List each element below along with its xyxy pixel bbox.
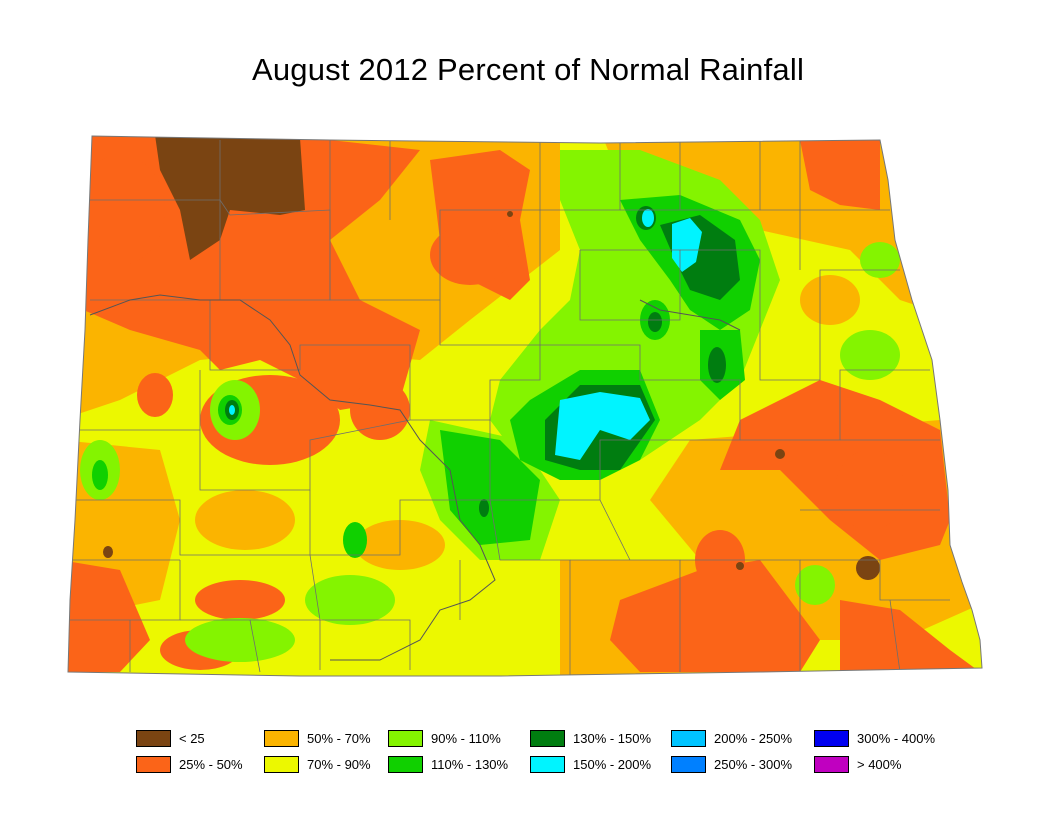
legend-swatch <box>388 756 423 773</box>
legend-swatch <box>530 756 565 773</box>
county-boundaries <box>70 140 950 676</box>
rainfall-map <box>67 135 983 677</box>
legend-swatch <box>671 756 706 773</box>
legend-swatch <box>264 730 299 747</box>
state-outline <box>67 135 983 677</box>
legend-label: 25% - 50% <box>179 757 243 772</box>
legend-label: 110% - 130% <box>431 757 509 772</box>
legend-label: > 400% <box>857 757 902 772</box>
legend-swatch <box>814 756 849 773</box>
legend-label: 130% - 150% <box>573 731 652 746</box>
legend-label: 150% - 200% <box>573 757 652 772</box>
legend-swatch <box>136 756 171 773</box>
legend-label: 200% - 250% <box>714 731 793 746</box>
legend-label: < 25 <box>179 731 205 746</box>
legend-swatch <box>136 730 171 747</box>
map-title: August 2012 Percent of Normal Rainfall <box>251 52 805 87</box>
legend-swatch <box>671 730 706 747</box>
legend-label: 250% - 300% <box>714 757 793 772</box>
legend-label: 50% - 70% <box>307 731 371 746</box>
legend-label: 300% - 400% <box>857 731 936 746</box>
precip-fill <box>68 136 982 676</box>
legend-swatch <box>814 730 849 747</box>
legend-label: 70% - 90% <box>307 757 371 772</box>
legend-swatch <box>530 730 565 747</box>
legend-label: 90% - 110% <box>431 731 501 746</box>
legend-swatch <box>264 756 299 773</box>
legend-swatch <box>388 730 423 747</box>
